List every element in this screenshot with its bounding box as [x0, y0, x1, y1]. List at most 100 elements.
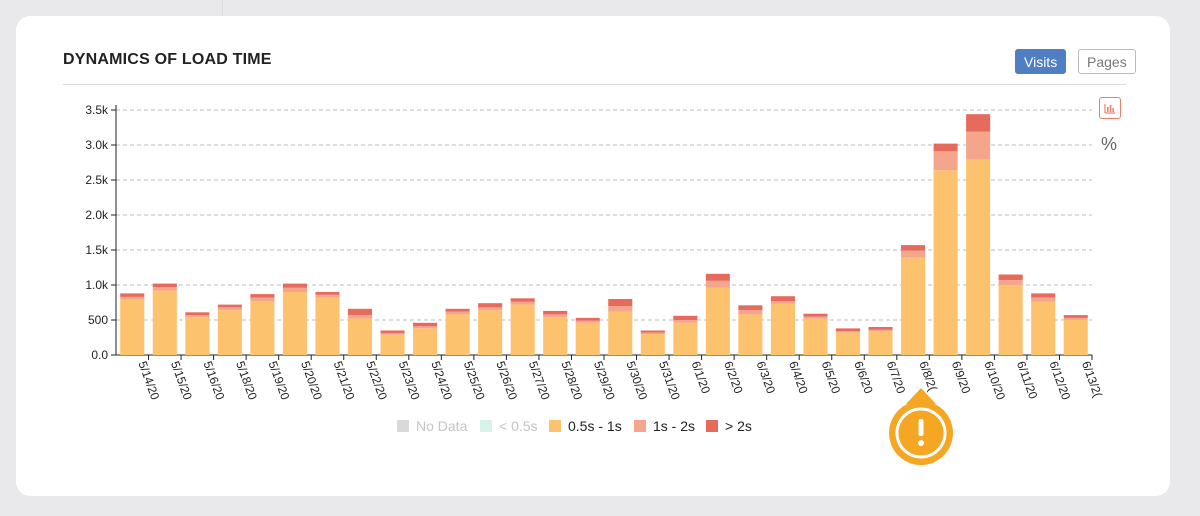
bar-segment: [998, 274, 1023, 281]
x-tick-label: 5/20/20: [298, 359, 325, 402]
bar-segment: [445, 314, 470, 355]
bar-segment: [738, 310, 763, 315]
bar-segment: [282, 287, 307, 292]
bar-segment: [738, 305, 763, 311]
bar-segment: [640, 332, 665, 334]
bar-segment: [315, 294, 340, 298]
bar-segment: [445, 308, 470, 312]
bar-segment: [217, 304, 242, 308]
bar-segment: [1063, 315, 1088, 318]
bar-chart-icon[interactable]: [1099, 97, 1121, 119]
x-tick-label: 5/19/20: [266, 359, 293, 402]
bar-segment: [966, 159, 991, 355]
x-tick-label: 5/29/20: [591, 359, 618, 402]
bar-segment: [640, 334, 665, 355]
legend-label: 0.5s - 1s: [568, 418, 622, 434]
bar-segment: [868, 327, 893, 330]
bar-segment: [835, 331, 861, 333]
background-divider: [222, 0, 223, 16]
bar-segment: [901, 245, 926, 251]
exclamation-warning-icon[interactable]: [886, 374, 956, 474]
x-tick-label: 5/14/20: [135, 359, 162, 402]
bar-segment: [1031, 301, 1056, 355]
bar-segment: [413, 328, 438, 355]
bar-segment: [543, 310, 568, 315]
card-title: DYNAMICS OF LOAD TIME: [63, 51, 272, 68]
bar-segment: [770, 301, 795, 304]
bar-segment: [185, 315, 210, 318]
y-tick-label: 1.5k: [85, 243, 109, 257]
y-tick-label: 2.5k: [85, 173, 109, 187]
bar-segment: [1031, 293, 1056, 298]
bar-segment: [478, 303, 503, 308]
bar-segment: [543, 317, 568, 355]
bar-segment: [380, 330, 405, 334]
bar-segment: [152, 283, 177, 288]
bar-segment: [998, 285, 1023, 355]
legend-swatch: [634, 420, 646, 432]
bar-segment: [510, 301, 535, 305]
y-tick-label: 3.5k: [85, 103, 109, 117]
bar-segment: [185, 317, 210, 355]
bar-segment: [250, 297, 275, 302]
y-tick-label: 1.0k: [85, 278, 109, 292]
bar-segment: [120, 293, 145, 297]
bar-segment: [445, 311, 470, 315]
bar-segment: [901, 257, 926, 355]
bar-segment: [933, 170, 958, 355]
x-tick-label: 6/2/20: [721, 359, 746, 395]
x-tick-label: 5/22/20: [363, 359, 390, 402]
x-tick-label: 5/31/20: [656, 359, 683, 402]
bar-segment: [673, 322, 698, 355]
legend-swatch: [549, 420, 561, 432]
bar-segment: [803, 316, 828, 319]
x-tick-label: 5/23/20: [396, 359, 423, 402]
bar-segment: [933, 143, 958, 152]
bar-segment: [217, 310, 242, 355]
bar-segment: [868, 329, 893, 332]
x-tick-label: 5/30/20: [623, 359, 650, 402]
bar-segment: [770, 303, 795, 355]
bar-segment: [770, 296, 795, 302]
bar-segment: [966, 114, 991, 132]
bar-segment: [998, 280, 1023, 285]
bar-segment: [575, 320, 600, 323]
bar-segment: [380, 333, 405, 335]
bar-segment: [608, 311, 633, 355]
x-tick-label: 5/16/20: [201, 359, 228, 402]
x-tick-label: 6/13/2(: [1079, 359, 1105, 399]
bar-segment: [933, 151, 958, 171]
bar-segment: [413, 326, 438, 329]
bar-segment: [152, 290, 177, 355]
bar-segment: [835, 328, 861, 332]
load-time-card: DYNAMICS OF LOAD TIME Visits Pages %: [16, 16, 1170, 496]
bar-segment: [152, 287, 177, 291]
bar-segment: [282, 292, 307, 355]
x-tick-label: 5/24/20: [428, 359, 455, 402]
x-tick-label: 6/12/20: [1046, 359, 1073, 402]
legend-label: 1s - 2s: [653, 418, 695, 434]
bar-segment: [250, 301, 275, 355]
bar-segment: [575, 322, 600, 355]
percent-toggle[interactable]: %: [1101, 134, 1118, 154]
bar-segment: [705, 273, 730, 281]
x-tick-label: 5/25/20: [461, 359, 488, 402]
bar-segment: [478, 310, 503, 355]
bar-segment: [608, 299, 633, 306]
bar-segment: [575, 317, 600, 321]
visits-button[interactable]: Visits: [1015, 49, 1067, 74]
pages-button[interactable]: Pages: [1078, 49, 1136, 74]
legend-swatch: [706, 420, 718, 432]
bar-segment: [705, 287, 730, 355]
bar-segment: [120, 296, 145, 300]
bar-segment: [705, 280, 730, 288]
x-tick-label: 6/5/20: [819, 359, 844, 395]
x-tick-label: 5/27/20: [526, 359, 553, 402]
bar-segment: [347, 315, 373, 319]
y-tick-label: 0.0: [91, 348, 108, 362]
bar-segment: [901, 250, 926, 258]
x-tick-label: 6/10/20: [981, 359, 1008, 402]
bar-segment: [315, 297, 340, 355]
x-tick-label: 6/4/20: [786, 359, 811, 395]
